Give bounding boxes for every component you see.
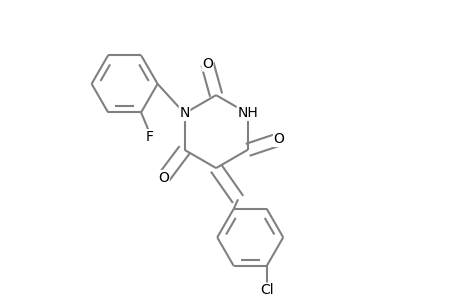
Text: F: F xyxy=(146,130,153,144)
Text: NH: NH xyxy=(237,106,257,120)
Text: Cl: Cl xyxy=(259,283,273,297)
Text: O: O xyxy=(158,171,169,184)
Text: O: O xyxy=(273,132,284,146)
Text: O: O xyxy=(202,57,213,71)
Text: N: N xyxy=(179,106,189,120)
